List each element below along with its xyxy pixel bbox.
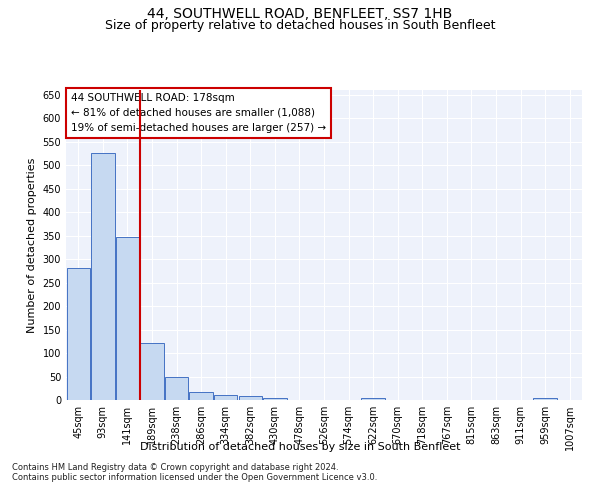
Text: 44 SOUTHWELL ROAD: 178sqm
← 81% of detached houses are smaller (1,088)
19% of se: 44 SOUTHWELL ROAD: 178sqm ← 81% of detac… xyxy=(71,93,326,132)
Text: Contains public sector information licensed under the Open Government Licence v3: Contains public sector information licen… xyxy=(12,474,377,482)
Text: 44, SOUTHWELL ROAD, BENFLEET, SS7 1HB: 44, SOUTHWELL ROAD, BENFLEET, SS7 1HB xyxy=(148,8,452,22)
Text: Distribution of detached houses by size in South Benfleet: Distribution of detached houses by size … xyxy=(140,442,460,452)
Bar xyxy=(116,236,139,400)
Bar xyxy=(165,378,188,400)
Y-axis label: Number of detached properties: Number of detached properties xyxy=(27,158,37,332)
Bar xyxy=(361,398,385,400)
Bar xyxy=(91,154,115,400)
Bar xyxy=(190,392,213,400)
Bar xyxy=(263,398,287,400)
Bar xyxy=(239,396,262,400)
Text: Contains HM Land Registry data © Crown copyright and database right 2024.: Contains HM Land Registry data © Crown c… xyxy=(12,464,338,472)
Bar xyxy=(533,398,557,400)
Bar xyxy=(140,342,164,400)
Text: Size of property relative to detached houses in South Benfleet: Size of property relative to detached ho… xyxy=(105,19,495,32)
Bar xyxy=(67,268,90,400)
Bar xyxy=(214,396,238,400)
